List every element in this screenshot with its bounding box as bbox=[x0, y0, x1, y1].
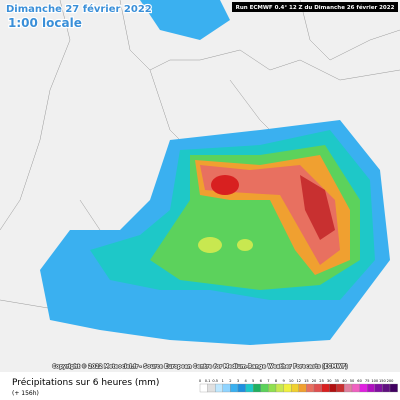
time-title: 1:00 locale bbox=[8, 16, 82, 30]
date-title: Dimanche 27 février 2022 bbox=[6, 3, 152, 15]
legend-label: 4 bbox=[244, 379, 247, 383]
legend-swatch bbox=[336, 383, 345, 393]
legend-swatch bbox=[222, 383, 231, 393]
legend-label: 35 bbox=[335, 379, 340, 383]
legend-swatch bbox=[389, 383, 398, 393]
legend-label: 20 bbox=[312, 379, 317, 383]
legend-label: 2 bbox=[229, 379, 231, 383]
legend-label: 8 bbox=[275, 379, 278, 383]
precipitation bbox=[40, 0, 390, 345]
legend-label: 10 bbox=[289, 379, 294, 383]
legend-swatch bbox=[313, 383, 322, 393]
legend-swatch bbox=[359, 383, 368, 393]
legend-swatch bbox=[351, 383, 360, 393]
legend-label: 75 bbox=[365, 379, 370, 383]
legend-label: 6 bbox=[260, 379, 263, 383]
legend-label: 30 bbox=[327, 379, 332, 383]
legend: 0 0.1 0.5 1 2 3 4 5 6 7 8 9 10 12 15 20 25 30 35 40 50 60 75 10… bbox=[199, 379, 398, 393]
parameter-label: Précipitations sur 6 heures (mm) bbox=[12, 377, 159, 388]
run-label: Run ECMWF 0.4° 12 Z du Dimanche 26 févri… bbox=[236, 4, 395, 11]
legend-swatch bbox=[230, 383, 239, 393]
legend-swatch bbox=[207, 383, 216, 393]
legend-label: 60 bbox=[357, 379, 362, 383]
legend-swatch bbox=[275, 383, 284, 393]
legend-label: 0.5 bbox=[212, 379, 218, 383]
legend-label: 3 bbox=[237, 379, 239, 383]
run-box bbox=[232, 2, 398, 12]
legend-label: 12 bbox=[297, 379, 302, 383]
legend-swatch bbox=[237, 383, 246, 393]
legend-swatch bbox=[306, 383, 315, 393]
legend-label: 25 bbox=[319, 379, 324, 383]
legend-label: 7 bbox=[267, 379, 269, 383]
legend-label: 100 bbox=[371, 379, 379, 383]
legend-label: 0 bbox=[199, 379, 202, 383]
legend-swatch bbox=[199, 383, 208, 393]
legend-swatch bbox=[260, 383, 269, 393]
legend-swatch bbox=[321, 383, 330, 393]
lead-time: (+ 156h) bbox=[12, 390, 39, 397]
legend-swatch bbox=[367, 383, 375, 393]
legend-swatch bbox=[382, 383, 391, 393]
legend-swatch bbox=[283, 383, 292, 393]
legend-swatch bbox=[374, 383, 383, 393]
legend-swatch bbox=[291, 383, 299, 393]
legend-swatch bbox=[344, 383, 353, 393]
legend-swatch bbox=[329, 383, 337, 393]
legend-swatch bbox=[245, 383, 254, 393]
copyright: Copyright © 2022 Meteociel.fr - Source E… bbox=[52, 364, 348, 370]
legend-label: 150 bbox=[379, 379, 387, 383]
legend-swatch bbox=[268, 383, 277, 393]
map-overlay-text: Dimanche 27 février 2022 1:00 locale Run… bbox=[5, 2, 398, 371]
legend-label: 15 bbox=[304, 379, 309, 383]
legend-label: 50 bbox=[350, 379, 355, 383]
legend-swatch bbox=[298, 383, 307, 393]
legend-label: 40 bbox=[342, 379, 347, 383]
legend-label: 9 bbox=[282, 379, 285, 383]
legend-label: 0.1 bbox=[205, 379, 211, 383]
legend-swatch bbox=[215, 383, 223, 393]
legend-swatch bbox=[253, 383, 261, 393]
legend-label: 200 bbox=[387, 379, 395, 383]
legend-label: 1 bbox=[222, 379, 224, 383]
legend-label: 5 bbox=[252, 379, 254, 383]
